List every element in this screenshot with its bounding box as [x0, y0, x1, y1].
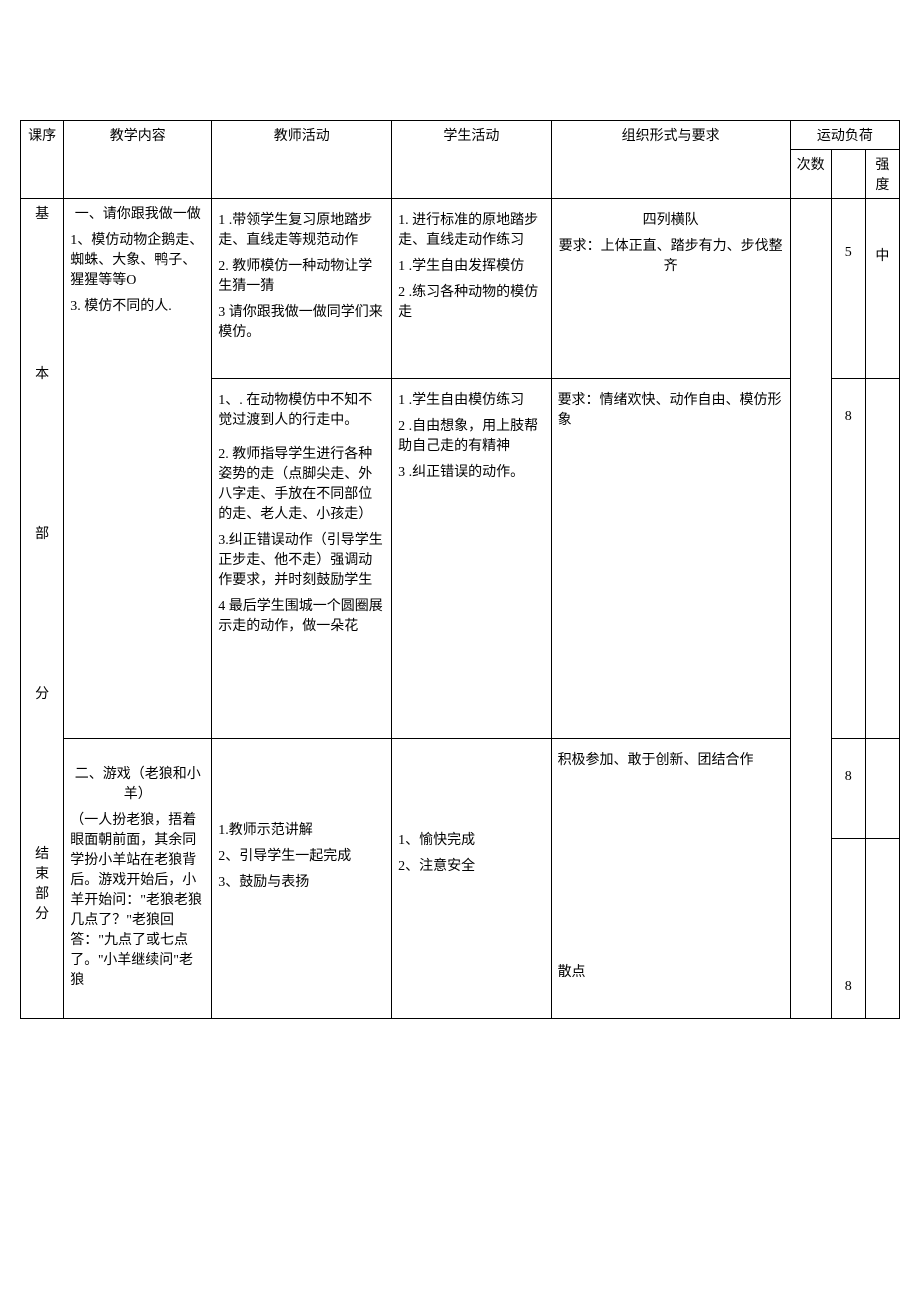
- count-col: [790, 199, 831, 1019]
- student-2: 1 .学生自由模仿练习 2 .自由想象，用上肢帮助自己走的有精神 3 .纠正错误…: [392, 379, 551, 739]
- content-3: 二、游戏（老狼和小羊） （一人扮老狼，捂着眼面朝前面，其余同学扮小羊站在老狼背后…: [64, 739, 212, 1019]
- student-2-l2: 2 .自由想象，用上肢帮助自己走的有精神: [398, 415, 544, 455]
- hdr-student: 学生活动: [392, 121, 551, 199]
- hdr-count: 次数: [790, 150, 831, 199]
- teacher-2-l2: 2. 教师指导学生进行各种姿势的走（点脚尖走、外八字走、手放在不同部位的走、老人…: [218, 443, 385, 523]
- teacher-1-l2: 2. 教师模仿一种动物让学生猜一猜: [218, 255, 385, 295]
- teacher-3-l1: 1.教师示范讲解: [218, 819, 385, 839]
- hdr-time: [831, 150, 865, 199]
- int-4: [865, 839, 899, 1019]
- student-2-l1: 1 .学生自由模仿练习: [398, 389, 544, 409]
- student-3-l2: 2、注意安全: [398, 855, 544, 875]
- time-4-val: 8: [845, 979, 852, 994]
- student-1-l2: 1 .学生自由发挥模仿: [398, 255, 544, 275]
- time-3: 8: [831, 739, 865, 839]
- org-3: 积极参加、敢于创新、团结合作 散点: [551, 739, 790, 1019]
- sequence-cell: 基 本 部 分 结 束 部 分: [21, 199, 64, 1019]
- lesson-plan-table: 课序 教学内容 教师活动 学生活动 组织形式与要求 运动负荷 次数 强度 基 本…: [20, 120, 900, 1019]
- time-2: 8: [831, 379, 865, 739]
- hdr-seq: 课序: [21, 121, 64, 199]
- org-1: 四列横队 要求：上体正直、踏步有力、步伐整齐: [551, 199, 790, 379]
- teacher-3-l2: 2、引导学生一起完成: [218, 845, 385, 865]
- teacher-1: 1 .带领学生复习原地踏步走、直线走等规范动作 2. 教师模仿一种动物让学生猜一…: [212, 199, 392, 379]
- time-3-val: 8: [845, 769, 852, 784]
- int-2: [865, 379, 899, 739]
- hdr-org: 组织形式与要求: [551, 121, 790, 199]
- teacher-3-l3: 3、鼓励与表扬: [218, 871, 385, 891]
- teacher-2-l1: 1、. 在动物模仿中不知不觉过渡到人的行走中。: [218, 389, 385, 429]
- content-1-title: 一、请你跟我做一做: [70, 203, 205, 223]
- student-1-l3: 2 .练习各种动物的模仿走: [398, 281, 544, 321]
- content-3-l1: （一人扮老狼，捂着眼面朝前面，其余同学扮小羊站在老狼背后。游戏开始后，小羊开始问…: [70, 809, 205, 989]
- org-1-l2: 要求：上体正直、踏步有力、步伐整齐: [558, 235, 784, 275]
- content-1-l1: 1、模仿动物企鹅走、蜘蛛、大象、鸭子、猩猩等等O: [70, 229, 205, 289]
- int-1-val: 中: [875, 249, 889, 264]
- hdr-content: 教学内容: [64, 121, 212, 199]
- hdr-intensity: 强度: [865, 150, 899, 199]
- time-1-val: 5: [845, 245, 852, 260]
- seq-label-2: 部: [27, 523, 57, 543]
- content-3-title: 二、游戏（老狼和小羊）: [70, 763, 205, 803]
- seq-label-0: 基: [27, 203, 57, 223]
- seq-label-1: 本: [27, 363, 57, 383]
- org-1-l1: 四列横队: [558, 209, 784, 229]
- teacher-1-l3: 3 请你跟我做一做同学们来模仿。: [218, 301, 385, 341]
- body-row-3: 二、游戏（老狼和小羊） （一人扮老狼，捂着眼面朝前面，其余同学扮小羊站在老狼背后…: [21, 739, 900, 839]
- student-1-l1: 1. 进行标准的原地踏步走、直线走动作练习: [398, 209, 544, 249]
- content-1: 一、请你跟我做一做 1、模仿动物企鹅走、蜘蛛、大象、鸭子、猩猩等等O 3. 模仿…: [64, 199, 212, 739]
- seq-label-3: 分: [27, 683, 57, 703]
- content-1-l2: 3. 模仿不同的人.: [70, 295, 205, 315]
- hdr-load-group: 运动负荷: [790, 121, 899, 150]
- int-3: [865, 739, 899, 839]
- header-row-1: 课序 教学内容 教师活动 学生活动 组织形式与要求 运动负荷: [21, 121, 900, 150]
- seq-label-4: 结 束 部 分: [27, 843, 57, 923]
- body-row-1: 基 本 部 分 结 束 部 分 一、请你跟我做一做 1、模仿动物企鹅走、蜘蛛、大…: [21, 199, 900, 379]
- org-3-l2: 散点: [558, 961, 784, 981]
- student-2-l3: 3 .纠正错误的动作。: [398, 461, 544, 481]
- time-2-val: 8: [845, 409, 852, 424]
- teacher-2-l4: 4 最后学生围城一个圆圈展示走的动作，做一朵花: [218, 595, 385, 635]
- int-1: 中: [865, 199, 899, 379]
- hdr-teacher: 教师活动: [212, 121, 392, 199]
- org-2-l1: 要求：情绪欢快、动作自由、模仿形象: [558, 389, 784, 429]
- time-4: 8: [831, 839, 865, 1019]
- org-3-l1: 积极参加、敢于创新、团结合作: [558, 749, 784, 769]
- student-3-l1: 1、愉快完成: [398, 829, 544, 849]
- teacher-2: 1、. 在动物模仿中不知不觉过渡到人的行走中。 2. 教师指导学生进行各种姿势的…: [212, 379, 392, 739]
- org-2: 要求：情绪欢快、动作自由、模仿形象: [551, 379, 790, 739]
- teacher-2-l3: 3.纠正错误动作（引导学生正步走、他不走）强调动作要求，并时刻鼓励学生: [218, 529, 385, 589]
- teacher-3: 1.教师示范讲解 2、引导学生一起完成 3、鼓励与表扬: [212, 739, 392, 1019]
- time-1: 5: [831, 199, 865, 379]
- student-1: 1. 进行标准的原地踏步走、直线走动作练习 1 .学生自由发挥模仿 2 .练习各…: [392, 199, 551, 379]
- student-3: 1、愉快完成 2、注意安全: [392, 739, 551, 1019]
- teacher-1-l1: 1 .带领学生复习原地踏步走、直线走等规范动作: [218, 209, 385, 249]
